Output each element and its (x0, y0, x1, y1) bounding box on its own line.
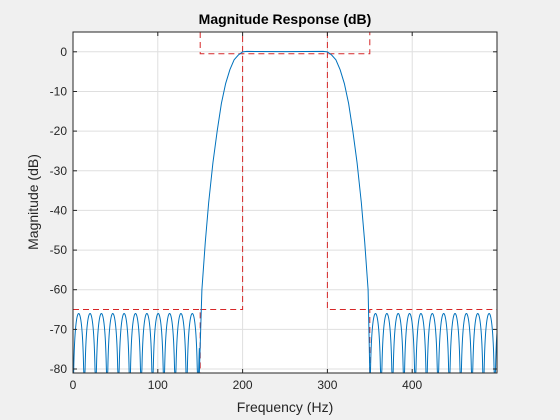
plot-area (73, 32, 497, 373)
x-tick-label: 300 (317, 378, 337, 392)
passband-curve (198, 50, 371, 374)
axes-box (72, 31, 498, 374)
y-tick-label: -40 (50, 203, 68, 217)
y-tick-label: -10 (50, 85, 68, 99)
y-tick-label: -30 (50, 164, 68, 178)
y-tick-label: 0 (60, 45, 67, 59)
y-tick-label: -50 (50, 243, 68, 257)
mask-segment (200, 32, 244, 311)
x-tick-label: 100 (148, 378, 168, 392)
x-tick-label: 400 (402, 378, 422, 392)
mask-segment (326, 32, 370, 311)
stopband-ripple-left (73, 312, 200, 374)
x-axis-label: Frequency (Hz) (237, 399, 333, 415)
stopband-ripple-right (369, 312, 498, 374)
y-axis-label: Magnitude (dB) (25, 154, 41, 250)
mask-segment (73, 309, 201, 373)
y-tick-label: -80 (50, 362, 68, 376)
y-tick-label: -70 (50, 322, 68, 336)
x-tick-label: 0 (70, 378, 77, 392)
x-tick-label: 200 (233, 378, 253, 392)
ticks: 0 100 200 300 400 0 -10 -20 -30 -40 -50 -60 -70 -80 (50, 32, 497, 392)
y-tick-label: -20 (50, 124, 68, 138)
chart-title: Magnitude Response (dB) (199, 11, 372, 27)
y-tick-label: -60 (50, 283, 68, 297)
magnitude-response (73, 50, 498, 374)
mask-segment (199, 32, 371, 55)
